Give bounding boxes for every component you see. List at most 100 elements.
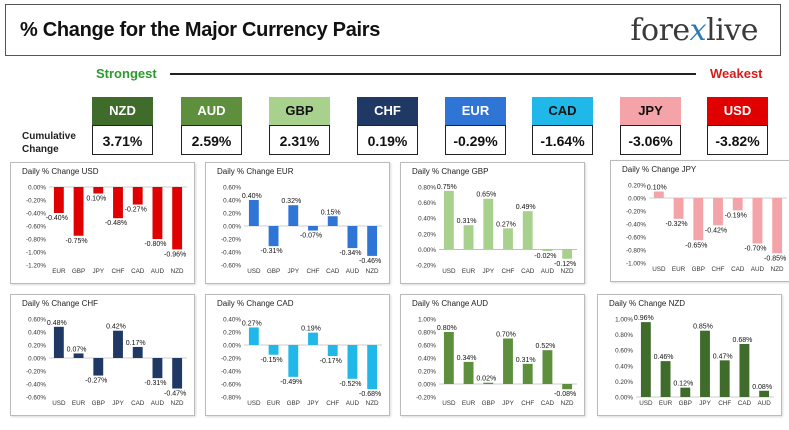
x-tick-label: GBP bbox=[267, 268, 280, 275]
currency-box-usd: USD -3.82% bbox=[707, 97, 768, 157]
strongest-label: Strongest bbox=[96, 66, 157, 81]
x-tick-label: NZD bbox=[366, 268, 379, 275]
bar-chart: 0.60%0.40%0.20%0.00%-0.20%-0.40%-0.60%0.… bbox=[221, 185, 382, 275]
bar-jpy bbox=[503, 338, 513, 384]
bar-eur bbox=[660, 361, 671, 397]
data-label: -0.42% bbox=[705, 227, 727, 234]
data-label: 0.27% bbox=[496, 221, 516, 228]
chart-title: Daily % Change AUD bbox=[412, 299, 489, 308]
bar-jpy bbox=[113, 330, 123, 358]
bar-nzd bbox=[562, 249, 573, 259]
data-label: 0.08% bbox=[752, 384, 772, 391]
x-tick-label: USD bbox=[442, 400, 456, 407]
x-tick-label: AUD bbox=[151, 268, 165, 275]
data-label: -0.75% bbox=[65, 238, 87, 245]
y-tick-label: -0.40% bbox=[26, 211, 46, 218]
x-tick-label: NZD bbox=[171, 400, 184, 407]
chart-panel-cad: Daily % Change CAD 0.40% 0.20% 0.00% -0.20% -… bbox=[205, 294, 390, 416]
chart-panel-nzd: Daily % Change NZD 1.00% 0.80% 0.60% 0.40% 0.… bbox=[597, 294, 782, 416]
y-tick-label: 0.60% bbox=[28, 317, 46, 324]
bar-chf bbox=[503, 228, 513, 250]
data-label: -0.02% bbox=[534, 253, 556, 260]
currency-name: CHF bbox=[357, 97, 418, 125]
currency-box-eur: EUR -0.29% bbox=[445, 97, 506, 157]
y-tick-label: 0.00% bbox=[418, 382, 436, 389]
bar-gbp bbox=[93, 358, 104, 376]
y-tick-label: -0.40% bbox=[221, 369, 241, 376]
y-tick-label: 0.00% bbox=[628, 196, 646, 203]
bar-jpy bbox=[483, 198, 494, 250]
bar-gbp bbox=[73, 187, 84, 236]
data-label: 0.10% bbox=[647, 185, 667, 192]
bar-usd bbox=[640, 322, 651, 397]
data-label: -0.12% bbox=[554, 261, 576, 268]
data-label: 0.12% bbox=[673, 381, 693, 388]
x-tick-label: EUR bbox=[52, 268, 66, 275]
data-label: -0.49% bbox=[280, 379, 302, 386]
data-label: 0.68% bbox=[732, 337, 752, 344]
data-label: 0.42% bbox=[106, 324, 126, 331]
x-tick-label: USD bbox=[442, 268, 456, 275]
bar-chart: 0.20% 0.00% -0.20% -0.40% -0.60% -0.80% -1.00%… bbox=[626, 183, 787, 273]
x-tick-label: NZD bbox=[561, 268, 574, 275]
y-tick-label: 0.20% bbox=[418, 231, 436, 238]
bar-eur bbox=[53, 187, 64, 213]
y-tick-label: -0.40% bbox=[626, 222, 646, 229]
bar-chart: 0.80% 0.60% 0.40% 0.20% 0.00% -0.20% 0.75% USD 0… bbox=[416, 184, 577, 275]
x-tick-label: NZD bbox=[771, 266, 784, 273]
y-tick-label: -0.80% bbox=[626, 248, 646, 255]
data-label: -0.80% bbox=[144, 241, 166, 248]
bar-chf bbox=[719, 360, 730, 397]
x-tick-label: CHF bbox=[712, 266, 725, 273]
chart-panel-jpy: Daily % Change JPY 0.20% 0.00% -0.20% -0.40%… bbox=[610, 160, 789, 282]
y-tick-label: 1.00% bbox=[615, 317, 633, 324]
bar-usd bbox=[53, 326, 64, 358]
data-label: -0.68% bbox=[359, 391, 381, 398]
y-tick-label: -0.60% bbox=[221, 263, 241, 270]
data-label: -0.31% bbox=[260, 248, 282, 255]
x-tick-label: GBP bbox=[482, 400, 495, 407]
bar-chart: 0.00%-0.20%-0.40%-0.60%-0.80%-1.00%-1.20… bbox=[26, 185, 187, 275]
y-tick-label: 0.20% bbox=[628, 183, 646, 190]
y-tick-label: -0.20% bbox=[26, 369, 46, 376]
y-tick-label: 0.00% bbox=[28, 356, 46, 363]
data-label: -0.40% bbox=[46, 215, 68, 222]
logo-text-x: x bbox=[689, 13, 707, 48]
bar-cad bbox=[132, 187, 143, 205]
x-tick-label: JPY bbox=[502, 400, 514, 407]
currency-box-gbp: GBP 2.31% bbox=[269, 97, 330, 157]
bar-chart: 0.60%0.40%0.20%0.00%-0.20%-0.40%-0.60%0.… bbox=[26, 317, 187, 407]
bar-gbp bbox=[483, 382, 494, 384]
bar-usd bbox=[653, 191, 664, 198]
y-tick-label: -0.40% bbox=[26, 382, 46, 389]
y-tick-label: -0.20% bbox=[626, 209, 646, 216]
bar-eur bbox=[463, 225, 474, 250]
bar-aud bbox=[347, 226, 358, 249]
forexlive-logo: forexlive bbox=[630, 13, 758, 48]
logo-text-post: live bbox=[706, 13, 758, 48]
chart-title: Daily % Change EUR bbox=[217, 167, 294, 176]
chart-panel-gbp: Daily % Change GBP 0.80% 0.60% 0.40% 0.20% 0.… bbox=[400, 162, 585, 284]
x-tick-label: USD bbox=[247, 268, 261, 275]
data-label: -0.08% bbox=[554, 391, 576, 398]
x-tick-label: CAD bbox=[738, 400, 752, 407]
chart-panel-eur: Daily % Change EUR 0.60% 0.40% 0.20% 0.00% -0… bbox=[205, 162, 390, 284]
y-tick-label: 0.20% bbox=[28, 343, 46, 350]
cumulative-label-line2: Change bbox=[22, 144, 59, 155]
bar-aud bbox=[759, 390, 770, 397]
chart-title: Daily % Change USD bbox=[22, 167, 99, 176]
y-tick-label: 0.20% bbox=[223, 211, 241, 218]
x-tick-label: USD bbox=[52, 400, 66, 407]
y-tick-label: 0.00% bbox=[223, 224, 241, 231]
x-tick-label: NZD bbox=[366, 400, 379, 407]
bar-usd bbox=[443, 190, 454, 250]
y-tick-label: 0.00% bbox=[418, 247, 436, 254]
y-tick-label: 0.60% bbox=[418, 343, 436, 350]
y-tick-label: 0.40% bbox=[615, 363, 633, 370]
y-tick-label: 0.40% bbox=[223, 317, 241, 324]
weakest-label: Weakest bbox=[710, 66, 763, 81]
data-label: 0.70% bbox=[496, 332, 516, 339]
x-tick-label: GBP bbox=[679, 400, 692, 407]
data-label: -0.27% bbox=[125, 207, 147, 214]
bar-gbp bbox=[288, 345, 299, 377]
